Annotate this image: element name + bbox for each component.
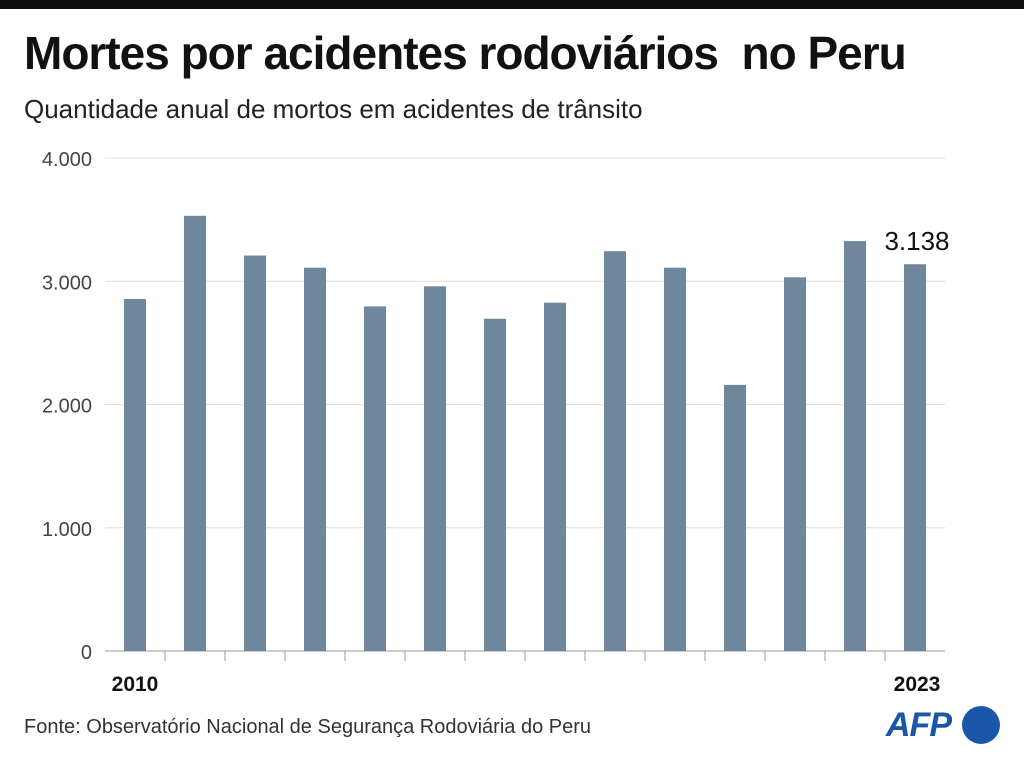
y-tick-label: 2.000 [42,396,92,418]
bar [304,267,326,651]
gridlines [105,157,945,652]
bar [244,255,266,651]
bar [484,318,506,651]
bar [364,306,386,651]
bar [664,267,686,651]
y-tick-label: 1.000 [42,519,92,541]
logo-circle-icon [962,706,1000,744]
bar [844,241,866,651]
bar [544,302,566,651]
bar [784,277,806,651]
x-axis [164,651,886,661]
logo-text: AFP [886,706,952,744]
bar [424,286,446,651]
bar [604,251,626,651]
chart-subtitle: Quantidade anual de mortos em acidentes … [24,94,643,124]
bars [124,215,926,651]
top-rule [0,0,1024,9]
x-tick-label-first: 2010 [112,673,159,696]
y-tick-label: 0 [81,642,92,664]
bar [904,264,926,651]
bar [724,384,746,651]
x-tick-label-last: 2023 [894,673,941,696]
source-note: Fonte: Observatório Nacional de Seguranç… [24,716,591,738]
bar [124,298,146,651]
y-tick-label: 4.000 [42,149,92,171]
y-tick-label: 3.000 [42,272,92,294]
chart-title: Mortes por acidentes rodoviários no Peru [24,27,907,79]
labels: 0 1.000 2.000 3.000 4.000 2010 2023 3.138 [42,149,950,696]
afp-logo: AFP [884,704,1004,748]
bar-chart: 0 1.000 2.000 3.000 4.000 2010 2023 3.138 [42,149,950,696]
bar [184,215,206,651]
data-label: 3.138 [884,226,949,256]
